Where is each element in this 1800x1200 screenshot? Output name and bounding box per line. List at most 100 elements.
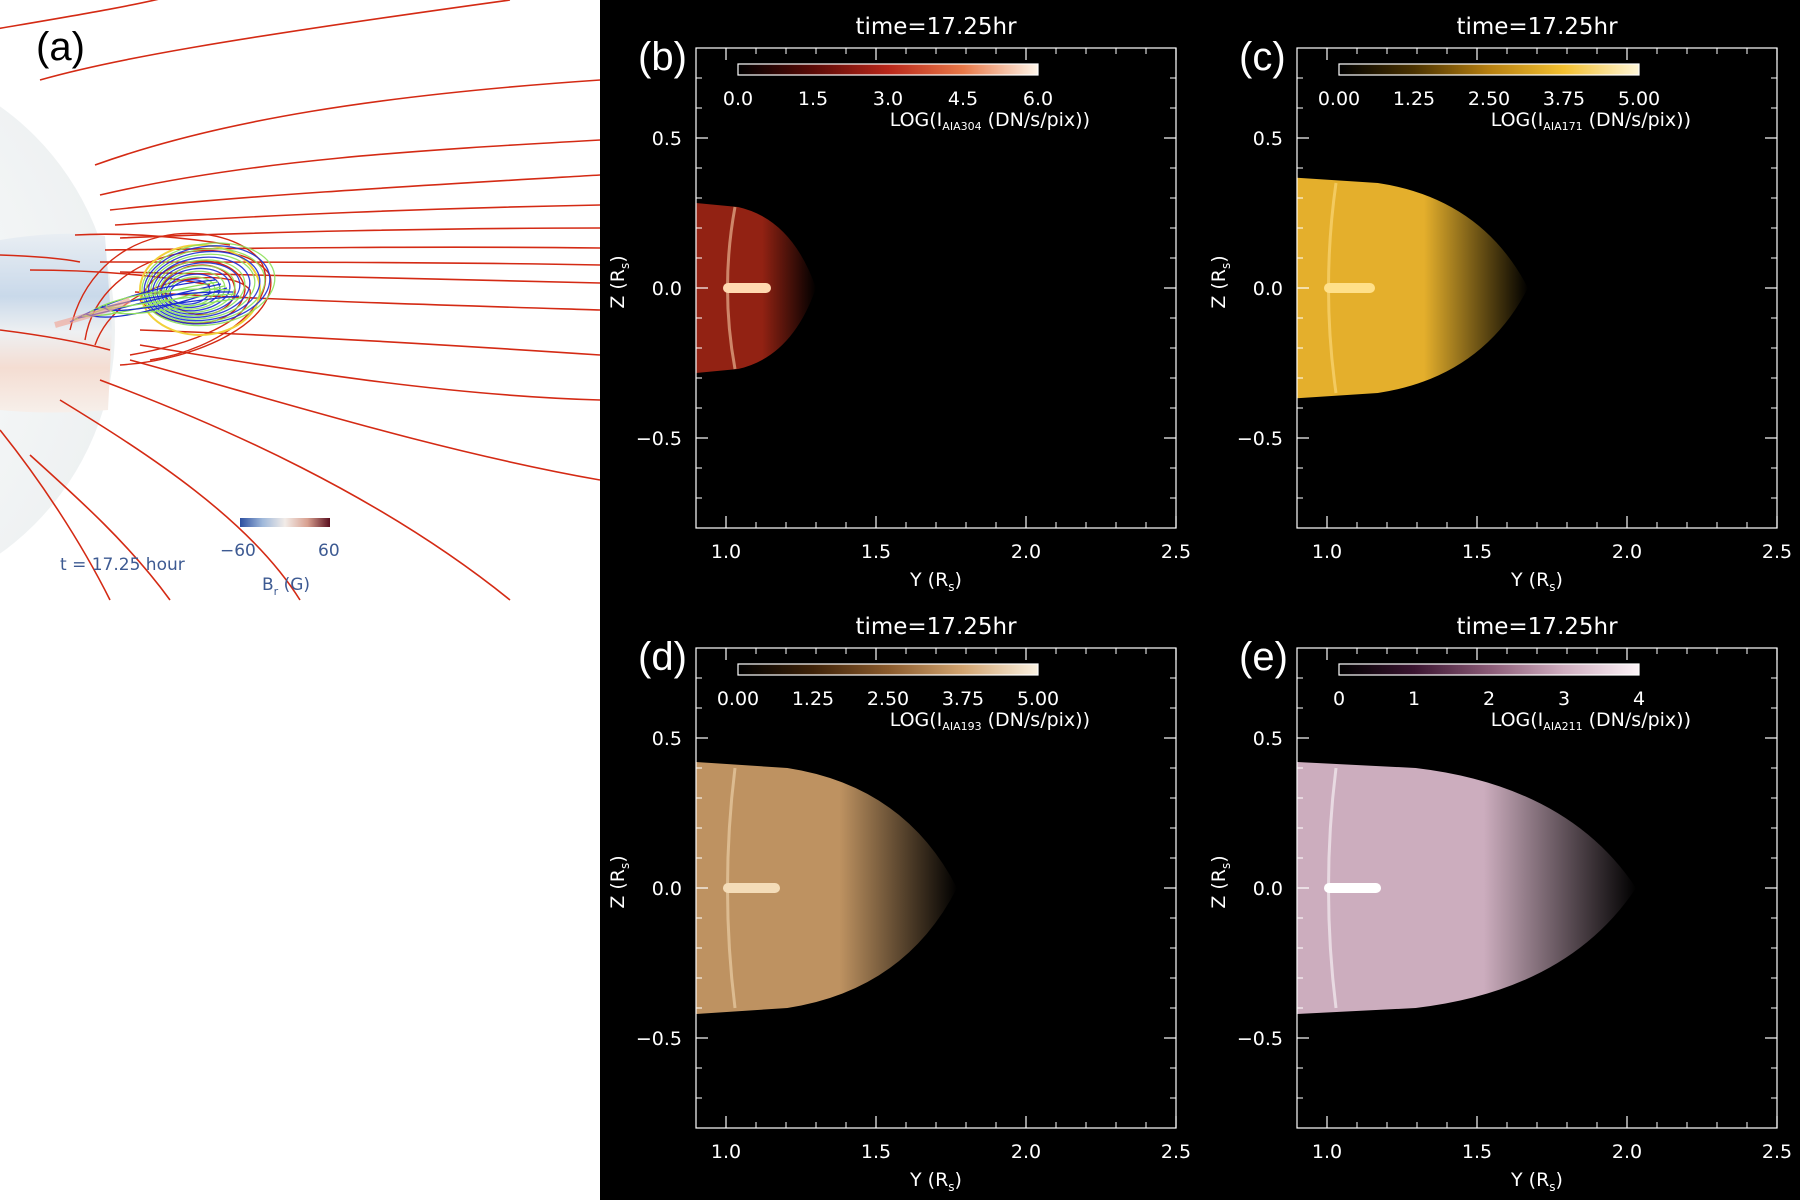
panel-d-title: time=17.25hr bbox=[855, 614, 1017, 640]
xtick-label: 2.5 bbox=[1161, 541, 1191, 563]
colorbar-tick-label: 2.50 bbox=[1468, 88, 1510, 110]
y-axis-title: Z (Rs) bbox=[607, 255, 632, 308]
br-colorbar-min: −60 bbox=[220, 541, 256, 561]
panel-e-image bbox=[1297, 762, 1636, 1014]
y-axis-title: Z (Rs) bbox=[1208, 855, 1233, 908]
fieldline-19 bbox=[0, 254, 81, 263]
br-colorbar-max: 60 bbox=[318, 541, 340, 561]
sun-sphere bbox=[0, 106, 115, 554]
panel-a-fieldlines: (a) t = 17.25 hour −60 60 Br (G) bbox=[0, 0, 601, 601]
xtick-label: 2.5 bbox=[1762, 1141, 1792, 1163]
fieldline-5 bbox=[114, 204, 601, 226]
fieldline-20 bbox=[0, 329, 111, 351]
panel-b-core bbox=[723, 283, 771, 293]
colorbar-tick-label: 4 bbox=[1633, 688, 1645, 710]
ytick-label: 0.5 bbox=[652, 128, 682, 150]
colorbar-tick-label: 3.0 bbox=[873, 88, 903, 110]
panel-d-label: (d) bbox=[638, 635, 687, 679]
colorbar-tick-label: 0.00 bbox=[717, 688, 759, 710]
xtick-label: 2.0 bbox=[1612, 1141, 1642, 1163]
colorbar-tick-label: 2 bbox=[1483, 688, 1495, 710]
rope-winding-8 bbox=[152, 256, 251, 318]
xtick-label: 2.0 bbox=[1011, 1141, 1041, 1163]
fieldline-14 bbox=[99, 379, 511, 601]
colorbar-tick-label: 3 bbox=[1558, 688, 1570, 710]
fieldline-11 bbox=[139, 329, 601, 356]
xtick-label: 1.0 bbox=[711, 1141, 741, 1163]
panel-c-image bbox=[1297, 177, 1528, 399]
emission-panels: 1.0 1.5 2.0 2.5 0.5 0.0 −0.5 Y (Rs) Z (Rs) time=1… bbox=[607, 14, 1792, 1194]
xtick-label: 2.0 bbox=[1011, 541, 1041, 563]
ytick-label: 0.0 bbox=[652, 278, 682, 300]
colorbar-tick-label: 0.00 bbox=[1318, 88, 1360, 110]
panel-b-image bbox=[696, 202, 816, 374]
panel-d-colorbar-title: LOG(IAIA193 (DN/s/pix)) bbox=[890, 709, 1090, 733]
panels-background bbox=[600, 0, 1800, 1200]
ytick-label: 0.0 bbox=[652, 878, 682, 900]
br-colorbar-title: Br (G) bbox=[262, 575, 310, 598]
rope-winding-9 bbox=[150, 253, 256, 320]
panel-d-core bbox=[723, 883, 780, 893]
ytick-label: 0.5 bbox=[1253, 128, 1283, 150]
colorbar-tick-label: 0.0 bbox=[723, 88, 753, 110]
colorbar-tick-label: 0 bbox=[1333, 688, 1345, 710]
x-axis-title: Y (Rs) bbox=[1510, 1169, 1563, 1194]
panel-c-colorbar-title: LOG(IAIA171 (DN/s/pix)) bbox=[1491, 109, 1691, 133]
open-fieldlines bbox=[0, 0, 601, 601]
panel-e-label: (e) bbox=[1239, 635, 1288, 679]
rope-winding-4 bbox=[160, 267, 231, 312]
panel-c-core bbox=[1324, 283, 1375, 293]
panel-e-colorbar-title: LOG(IAIA211 (DN/s/pix)) bbox=[1491, 709, 1691, 733]
rope-winding-3 bbox=[162, 270, 226, 310]
panel-b-colorbar-title: LOG(IAIA304 (DN/s/pix)) bbox=[890, 109, 1090, 133]
fieldline-4 bbox=[109, 174, 601, 211]
fieldline-13 bbox=[129, 359, 601, 481]
panel-d-emission-region bbox=[696, 762, 957, 1014]
xtick-label: 2.5 bbox=[1762, 541, 1792, 563]
colorbar-tick-label: 1.5 bbox=[798, 88, 828, 110]
panel-c: 1.0 1.5 2.0 2.5 0.5 0.0 −0.5 Y (Rs) Z (Rs) time=1… bbox=[1208, 14, 1792, 594]
panel-a-label: (a) bbox=[36, 25, 85, 69]
ytick-label: 0.0 bbox=[1253, 278, 1283, 300]
ytick-label: 0.5 bbox=[652, 728, 682, 750]
ytick-label: 0.0 bbox=[1253, 878, 1283, 900]
colorbar-tick-label: 3.75 bbox=[1543, 88, 1585, 110]
colorbar-tick-label: 4.5 bbox=[948, 88, 978, 110]
y-axis-title: Z (Rs) bbox=[607, 855, 632, 908]
xtick-label: 1.5 bbox=[861, 541, 891, 563]
xtick-label: 1.0 bbox=[711, 541, 741, 563]
panel-e-core bbox=[1324, 883, 1381, 893]
xtick-label: 2.5 bbox=[1161, 1141, 1191, 1163]
ytick-label: 0.5 bbox=[1253, 728, 1283, 750]
panel-d: 1.0 1.5 2.0 2.5 0.5 0.0 −0.5 Y (Rs) Z (Rs) time=1… bbox=[607, 614, 1191, 1194]
ytick-label: −0.5 bbox=[1237, 428, 1283, 450]
closed-loop-2 bbox=[94, 276, 251, 356]
xtick-label: 1.0 bbox=[1312, 541, 1342, 563]
panel-e: 1.0 1.5 2.0 2.5 0.5 0.0 −0.5 Y (Rs) Z (Rs) time=1… bbox=[1208, 614, 1792, 1194]
colorbar-tick-label: 1.25 bbox=[792, 688, 834, 710]
panel-e-title: time=17.25hr bbox=[1456, 614, 1618, 640]
panel-b-title: time=17.25hr bbox=[855, 14, 1017, 40]
fieldline-8 bbox=[99, 261, 601, 266]
br-colorbar: −60 60 Br (G) bbox=[220, 518, 340, 598]
x-axis-title: Y (Rs) bbox=[909, 1169, 962, 1194]
xtick-label: 2.0 bbox=[1612, 541, 1642, 563]
ytick-label: −0.5 bbox=[1237, 1028, 1283, 1050]
panel-d-colorbar bbox=[737, 663, 1039, 676]
ytick-label: −0.5 bbox=[636, 1028, 682, 1050]
colorbar-tick-label: 1 bbox=[1408, 688, 1420, 710]
time-annotation: t = 17.25 hour bbox=[60, 555, 185, 575]
xtick-label: 1.5 bbox=[1462, 1141, 1492, 1163]
x-axis-title: Y (Rs) bbox=[909, 569, 962, 594]
flux-rope bbox=[54, 242, 276, 336]
panel-d-image bbox=[696, 762, 957, 1014]
fieldline-0 bbox=[0, 0, 159, 30]
ytick-label: −0.5 bbox=[636, 428, 682, 450]
panel-c-title: time=17.25hr bbox=[1456, 14, 1618, 40]
xtick-label: 1.0 bbox=[1312, 1141, 1342, 1163]
colorbar-tick-label: 2.50 bbox=[867, 688, 909, 710]
fieldline-12 bbox=[139, 344, 601, 401]
fieldline-2 bbox=[94, 79, 601, 166]
colorbar-tick-label: 5.00 bbox=[1618, 88, 1660, 110]
